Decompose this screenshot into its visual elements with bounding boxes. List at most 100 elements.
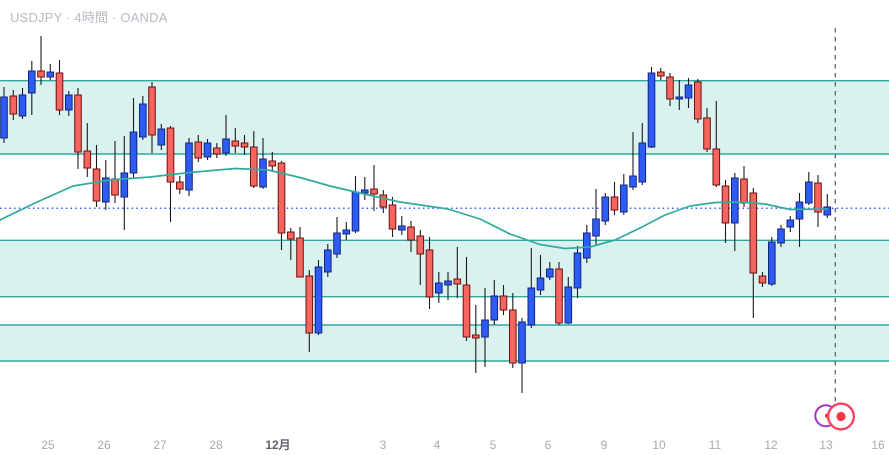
candle-body — [55, 72, 64, 111]
candle-body — [92, 168, 101, 202]
candle-up — [342, 222, 351, 240]
event-marker-red-dot-icon — [836, 411, 846, 422]
candle-body — [666, 76, 674, 100]
symbol-legend-title[interactable]: USDJPY · 4時間 · OANDA — [10, 10, 168, 25]
candle-body — [0, 96, 8, 139]
candle-down — [296, 227, 304, 278]
candle-up — [65, 91, 73, 116]
candle-body — [786, 219, 795, 228]
candle-up — [675, 80, 684, 110]
candle-body — [768, 241, 776, 285]
candle-body — [407, 226, 415, 241]
candle-down — [666, 73, 674, 106]
candle-body — [610, 196, 619, 211]
candle-up — [777, 225, 785, 247]
candle-up — [0, 87, 8, 143]
candle-body — [684, 84, 693, 99]
candle-body — [351, 191, 360, 232]
candle-body — [573, 252, 582, 289]
candle-body — [268, 160, 277, 167]
candle-up — [129, 98, 138, 178]
candle-body — [379, 194, 388, 208]
candles-series — [0, 36, 832, 393]
time-axis-label: 25 — [41, 438, 55, 452]
candle-body — [721, 185, 730, 224]
candle-up — [222, 115, 230, 156]
candle-down — [37, 36, 45, 85]
time-axis-label: 26 — [97, 438, 111, 452]
candle-down — [555, 262, 563, 325]
candle-up — [536, 255, 545, 295]
candle-up — [490, 280, 499, 325]
band-zone-1 — [0, 80, 889, 154]
candle-up — [333, 217, 341, 258]
highlight-bands — [0, 79, 889, 362]
time-axis-label: 27 — [153, 438, 167, 452]
candle-down — [83, 123, 92, 177]
candle-down — [721, 180, 730, 243]
candle-body — [287, 231, 295, 240]
candle-down — [740, 166, 748, 207]
time-axis-label: 16 — [871, 438, 885, 452]
time-axis-label: 12月 — [265, 438, 290, 452]
candle-body — [139, 103, 147, 138]
candle-down — [379, 190, 388, 213]
candle-up — [731, 173, 739, 251]
candle-up — [361, 177, 369, 200]
candle-body — [527, 287, 536, 326]
candle-body — [46, 71, 55, 78]
candle-body — [333, 232, 341, 255]
candle-body — [74, 94, 82, 153]
candle-up — [601, 193, 610, 225]
candle-body — [444, 280, 452, 286]
candle-body — [314, 266, 323, 334]
candle-down — [657, 68, 665, 80]
candle-body — [601, 196, 610, 222]
time-axis-label: 13 — [819, 438, 833, 452]
event-marker-icons[interactable] — [814, 402, 856, 431]
candle-down — [453, 247, 462, 298]
candle-body — [176, 181, 184, 190]
time-axis-label: 12 — [764, 438, 778, 452]
candle-up — [481, 288, 489, 367]
candle-body — [657, 71, 665, 77]
candle-body — [398, 225, 406, 231]
candle-body — [222, 138, 230, 154]
candle-up — [768, 237, 776, 286]
band-zone-2 — [0, 240, 889, 297]
candle-up — [518, 318, 526, 393]
candle-down — [287, 228, 295, 260]
candle-body — [675, 96, 684, 100]
candle-down — [55, 60, 64, 115]
candle-up — [351, 176, 360, 233]
moving-average-line — [0, 167, 828, 250]
candle-body — [37, 70, 45, 78]
candle-body — [250, 146, 258, 187]
time-axis-label: 9 — [601, 438, 608, 452]
candle-body — [157, 128, 166, 146]
candle-up — [324, 244, 332, 277]
candle-body — [240, 142, 249, 148]
candle-body — [518, 321, 526, 364]
candle-body — [740, 178, 748, 204]
candle-up — [592, 189, 600, 245]
candle-down — [9, 90, 18, 120]
candle-down — [425, 237, 434, 309]
candle-down — [231, 128, 240, 153]
candle-body — [416, 235, 425, 255]
time-axis[interactable]: 25 26 27 28 12月 3 4 5 6 9 10 11 12 13 16 — [41, 438, 885, 452]
candle-body — [305, 275, 314, 334]
candle-body — [361, 189, 369, 194]
candle-body — [83, 150, 92, 169]
candle-down — [305, 270, 314, 352]
candle-down — [499, 285, 508, 315]
candle-up — [435, 272, 443, 303]
candle-body — [370, 188, 378, 195]
candle-body — [9, 95, 18, 115]
candle-up — [795, 193, 804, 247]
candle-body — [388, 204, 397, 230]
candle-body — [462, 284, 471, 338]
candle-down — [703, 108, 711, 152]
candle-body — [203, 142, 212, 158]
